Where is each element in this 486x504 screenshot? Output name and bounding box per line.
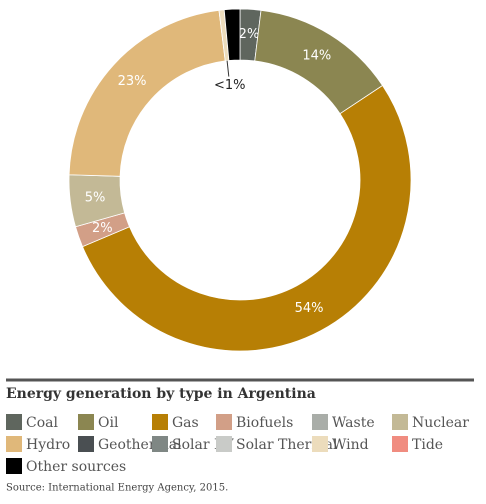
legend-swatch xyxy=(6,436,22,452)
legend-label: Other sources xyxy=(26,459,126,475)
chart-title: Energy generation by type in Argentina xyxy=(6,386,316,402)
legend-swatch xyxy=(152,414,168,430)
value-label: 54% xyxy=(295,301,324,316)
legend-swatch xyxy=(312,414,328,430)
legend-label: Hydro xyxy=(26,437,70,453)
value-label: 5% xyxy=(85,190,106,205)
legend-swatch xyxy=(78,414,94,430)
legend-swatch xyxy=(216,436,232,452)
legend-label: Tide xyxy=(412,437,443,453)
legend-label: Waste xyxy=(332,415,375,431)
source: Source: International Energy Agency, 201… xyxy=(6,483,228,494)
value-label: 2% xyxy=(239,27,260,42)
value-label: 14% xyxy=(302,48,331,63)
value-label: 23% xyxy=(118,74,147,89)
legend-swatch xyxy=(6,414,22,430)
legend-swatch xyxy=(6,458,22,474)
legend-swatch xyxy=(216,414,232,430)
leader-line xyxy=(226,60,230,77)
legend-swatch xyxy=(392,436,408,452)
slice xyxy=(68,9,226,177)
legend-swatch xyxy=(392,414,408,430)
legend-label: Gas xyxy=(172,415,199,431)
legend-swatch xyxy=(312,436,328,452)
donut: 2% 14% 54% 2% 5% 23% <1% xyxy=(68,8,412,352)
slice xyxy=(82,84,412,352)
value-label: <1% xyxy=(214,78,246,93)
legend-label: Coal xyxy=(26,415,58,431)
legend-swatch xyxy=(78,436,94,452)
legend-label: Wind xyxy=(332,437,369,453)
legend-label: Oil xyxy=(98,415,119,431)
legend: Coal Oil Gas Biofuels Waste Nuclear Hydro Geoth… xyxy=(6,414,469,475)
legend-label: Nuclear xyxy=(412,415,469,431)
value-label: 2% xyxy=(92,221,113,236)
legend-swatch xyxy=(152,436,168,452)
slice xyxy=(223,8,241,61)
legend-label: Biofuels xyxy=(236,415,293,431)
legend-label: Geothermal xyxy=(98,437,182,453)
